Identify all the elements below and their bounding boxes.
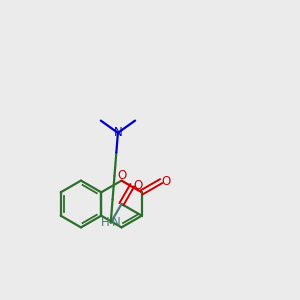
Text: O: O: [117, 169, 126, 182]
Text: O: O: [133, 179, 142, 192]
Text: O: O: [162, 175, 171, 188]
Text: N: N: [112, 216, 121, 229]
Text: N: N: [113, 126, 122, 139]
Text: H: H: [101, 216, 110, 229]
